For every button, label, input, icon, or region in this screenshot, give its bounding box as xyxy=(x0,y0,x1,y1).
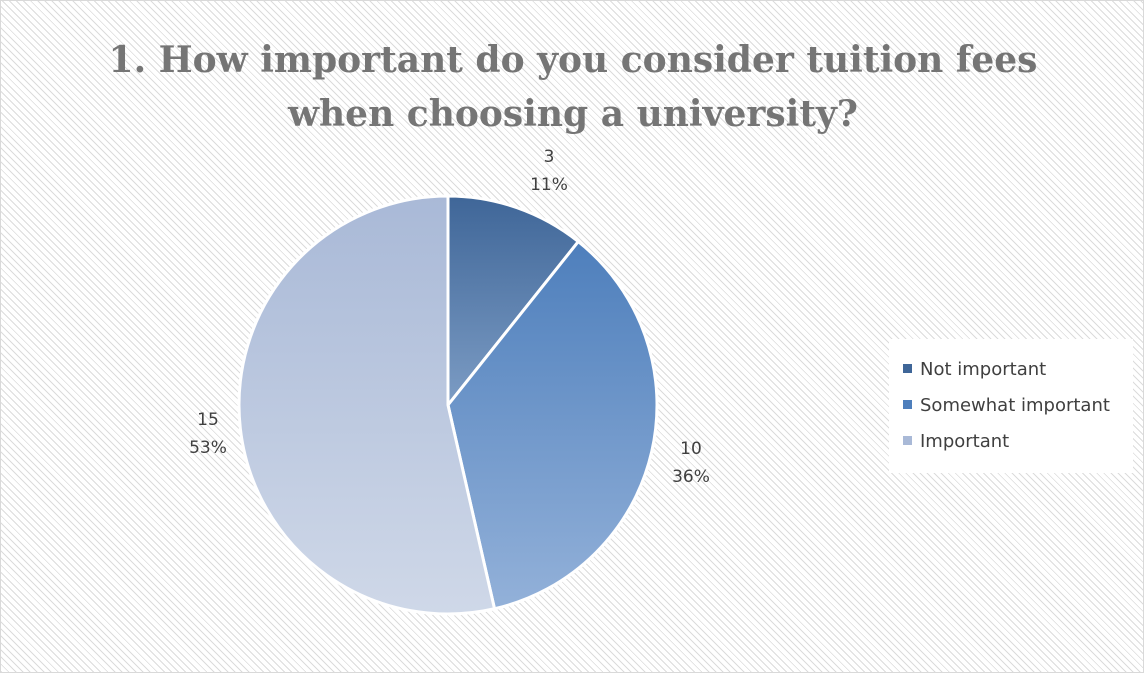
legend-item-not-important: Not important xyxy=(903,355,1046,385)
pie-slice-somewhat-important xyxy=(446,240,659,611)
chart-title: 1. How important do you consider tuition… xyxy=(1,33,1144,141)
data-label-percent-not-important: 11% xyxy=(530,175,568,195)
legend-item-important: Important xyxy=(903,427,1009,457)
legend-label-somewhat-important: Somewhat important xyxy=(920,395,1110,416)
data-label-value-important: 15 xyxy=(197,410,219,430)
data-label-percent-important: 53% xyxy=(189,438,227,458)
legend-label-not-important: Not important xyxy=(920,359,1047,380)
data-label-value-not-important: 3 xyxy=(544,147,555,167)
data-label-percent-somewhat-important: 36% xyxy=(672,467,710,487)
legend-swatch-somewhat-important xyxy=(903,399,912,409)
legend-swatch-not-important xyxy=(903,363,912,373)
chart-title-line-1: 1. How important do you consider tuition… xyxy=(108,39,1038,81)
legend: Not important Somewhat important Importa… xyxy=(889,339,1133,473)
pie-slice-important xyxy=(237,194,497,616)
data-label-value-somewhat-important: 10 xyxy=(680,439,702,459)
pie-slice-not-important xyxy=(446,194,580,407)
legend-item-somewhat-important: Somewhat important xyxy=(903,391,1110,421)
legend-swatch-important xyxy=(903,435,912,445)
chart-title-line-2: when choosing a university? xyxy=(288,93,858,135)
legend-label-important: Important xyxy=(920,431,1010,452)
